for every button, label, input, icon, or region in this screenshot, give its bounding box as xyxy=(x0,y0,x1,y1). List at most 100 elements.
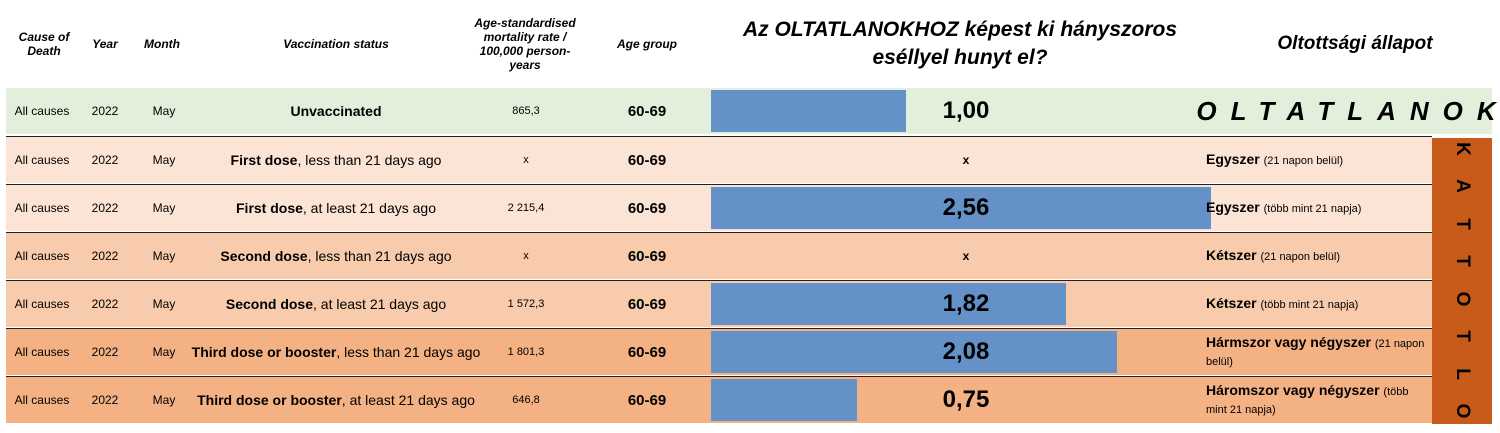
vaccination-cell: Third dose or booster, less than 21 days… xyxy=(186,329,486,375)
status-cell: Hármszor vagy négyszer (21 napon belül) xyxy=(1206,329,1431,375)
table-row: All causes 2022 May First dose, less than 2… xyxy=(6,136,1432,183)
header-rate: Age-standardised mortality rate / 100,00… xyxy=(474,16,576,72)
table-row: All causes 2022 May Second dose, less than … xyxy=(6,232,1432,279)
vaccination-dose: Second dose xyxy=(220,248,308,264)
vaccination-cell: Third dose or booster, at least 21 days … xyxy=(186,377,486,423)
cause-cell: All causes xyxy=(14,297,70,311)
status-timing: (több mint 21 napja) xyxy=(1263,203,1362,215)
ratio-bar xyxy=(711,331,1117,373)
vaccination-timing: , at least 21 days ago xyxy=(341,392,475,408)
vaccination-dose: Unvaccinated xyxy=(290,103,382,119)
year-cell: 2022 xyxy=(91,201,119,215)
vaccination-cell: First dose, at least 21 days ago xyxy=(186,185,486,231)
table-row: All causes 2022 May Unvaccinated 865,3 60-69 1… xyxy=(6,88,1492,134)
age-cell: 60-69 xyxy=(627,391,667,409)
cause-cell: All causes xyxy=(14,153,70,167)
ratio-bar xyxy=(711,379,857,421)
vaccinated-label-letter: O xyxy=(1452,403,1473,419)
ratio-bar-area: 2,56 xyxy=(711,187,1211,229)
status-timing: (21 napon belül) xyxy=(1206,338,1425,368)
rate-cell: x xyxy=(523,250,529,262)
ratio-bar xyxy=(711,283,1066,325)
vaccination-dose: First dose xyxy=(230,152,298,168)
status-cell: Háromszor vagy négyszer (több mint 21 na… xyxy=(1206,377,1431,423)
vaccination-timing: , at least 21 days ago xyxy=(313,296,447,312)
rate-cell: x xyxy=(523,154,529,166)
status-cell: Egyszer (21 napon belül) xyxy=(1206,137,1431,183)
status-timing: (21 napon belül) xyxy=(1263,155,1344,167)
ratio-value: 1,00 xyxy=(942,97,990,124)
status-cell: Egyszer (több mint 21 napja) xyxy=(1206,185,1431,231)
header-vaccination: Vaccination status xyxy=(283,37,389,51)
vaccination-timing: , less than 21 days ago xyxy=(307,248,452,264)
month-cell: May xyxy=(152,104,176,118)
year-cell: 2022 xyxy=(91,104,119,118)
ratio-value: x xyxy=(962,249,970,263)
rate-cell: 1 572,3 xyxy=(507,298,545,310)
vaccination-dose: First dose xyxy=(236,200,303,216)
month-cell: May xyxy=(152,153,176,167)
ratio-bar xyxy=(711,90,906,132)
header-month: Month xyxy=(144,37,180,51)
status-timing: (több mint 21 napja) xyxy=(1206,386,1409,416)
header-status: Oltottsági állapot xyxy=(1277,33,1433,54)
status-cell: Kétszer (több mint 21 napja) xyxy=(1206,281,1431,327)
month-cell: May xyxy=(152,201,176,215)
ratio-value: 1,82 xyxy=(942,290,990,317)
rate-cell: 1 801,3 xyxy=(507,346,545,358)
cause-cell: All causes xyxy=(14,249,70,263)
table-row: All causes 2022 May First dose, at least 21… xyxy=(6,184,1432,231)
status-count: Egyszer xyxy=(1206,199,1260,215)
rate-cell: 2 215,4 xyxy=(507,202,545,214)
vaccination-cell: First dose, less than 21 days ago xyxy=(186,137,486,183)
header-odds: Az OLTATLANOKHOZ képest ki hányszoros es… xyxy=(742,18,1178,69)
age-cell: 60-69 xyxy=(627,151,667,169)
table-row: All causes 2022 May Third dose or booster, … xyxy=(6,328,1432,375)
age-cell: 60-69 xyxy=(627,295,667,313)
ratio-bar-area: 1,82 xyxy=(711,283,1211,325)
header-cause: Cause of Death xyxy=(18,30,70,58)
year-cell: 2022 xyxy=(91,153,119,167)
rate-cell: 646,8 xyxy=(512,394,540,406)
ratio-value: 2,56 xyxy=(942,194,990,221)
status-count: Kétszer xyxy=(1206,295,1257,311)
status-timing: (21 napon belül) xyxy=(1260,251,1340,263)
unvaccinated-side-label: OLTATLANOK xyxy=(1196,95,1500,126)
ratio-bar xyxy=(711,187,1211,229)
table-row: All causes 2022 May Second dose, at least 2… xyxy=(6,280,1432,327)
vaccination-cell: Unvaccinated xyxy=(186,88,486,134)
status-count: Egyszer xyxy=(1206,151,1260,167)
ratio-value: x xyxy=(962,153,970,167)
ratio-value: 0,75 xyxy=(942,386,990,413)
month-cell: May xyxy=(152,249,176,263)
vaccination-timing: , less than 21 days ago xyxy=(336,344,481,360)
year-cell: 2022 xyxy=(91,297,119,311)
header-age: Age group xyxy=(617,37,677,51)
year-cell: 2022 xyxy=(91,249,119,263)
ratio-bar-area: x xyxy=(711,139,1211,181)
cause-cell: All causes xyxy=(14,393,70,407)
cause-cell: All causes xyxy=(14,201,70,215)
status-count: Háromszor vagy négyszer xyxy=(1206,382,1380,398)
age-cell: 60-69 xyxy=(627,247,667,265)
age-cell: 60-69 xyxy=(627,102,667,120)
status-count: Hármszor vagy négyszer xyxy=(1206,334,1371,350)
year-cell: 2022 xyxy=(91,345,119,359)
vaccination-dose: Second dose xyxy=(225,296,314,312)
ratio-value: 2,08 xyxy=(942,338,990,365)
month-cell: May xyxy=(152,297,176,311)
vaccination-cell: Second dose, at least 21 days ago xyxy=(186,281,486,327)
cause-cell: All causes xyxy=(14,104,70,118)
ratio-bar-area: 1,00 xyxy=(711,90,1211,132)
month-cell: May xyxy=(152,393,176,407)
vaccination-timing: , at least 21 days ago xyxy=(302,200,436,216)
vaccination-dose: Third dose or booster xyxy=(197,392,342,408)
status-timing: (több mint 21 napja) xyxy=(1260,299,1359,311)
ratio-bar-area: x xyxy=(711,235,1211,277)
age-cell: 60-69 xyxy=(627,343,667,361)
age-cell: 60-69 xyxy=(627,199,667,217)
ratio-bar-area: 2,08 xyxy=(711,331,1211,373)
rate-cell: 865,3 xyxy=(512,105,540,117)
year-cell: 2022 xyxy=(91,393,119,407)
vaccination-cell: Second dose, less than 21 days ago xyxy=(186,233,486,279)
